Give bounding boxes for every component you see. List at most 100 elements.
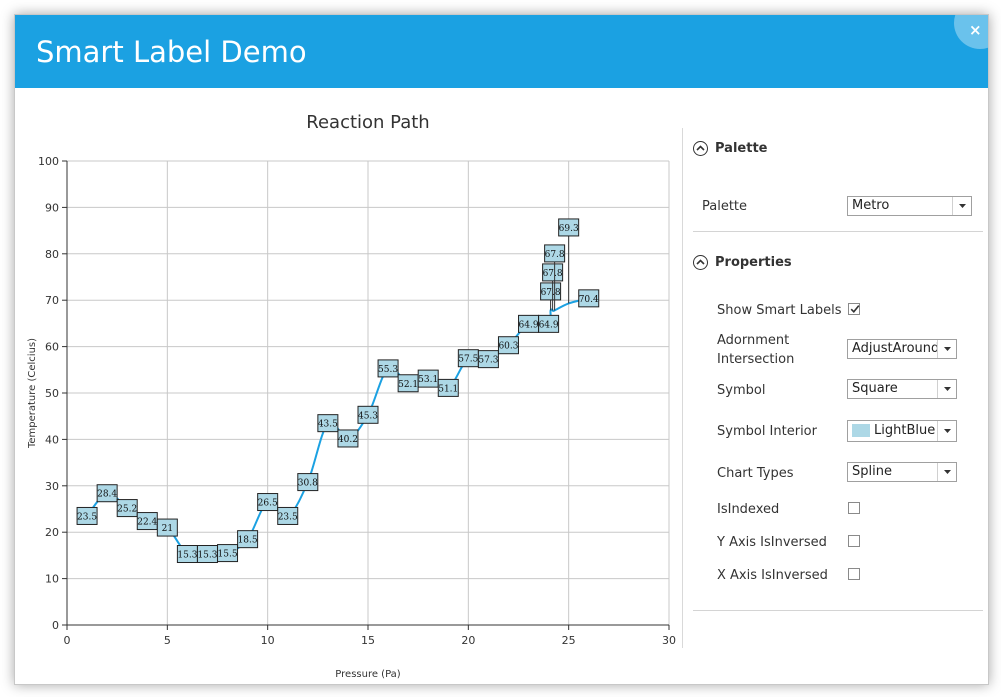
x-axis-isinversed-checkbox[interactable] (848, 568, 860, 580)
dropdown-arrow-icon (937, 380, 956, 398)
data-label: 64.9 (539, 320, 559, 330)
y-axis-title: Temperature (Celcius) (27, 338, 38, 449)
close-button[interactable]: × (954, 15, 988, 49)
x-tick-label: 25 (562, 634, 576, 647)
data-label-box (277, 506, 299, 525)
symbol-value: Square (852, 381, 898, 396)
section-divider (693, 610, 983, 611)
x-tick-label: 10 (261, 634, 275, 647)
y-tick-label: 30 (45, 480, 59, 493)
chart-types-label: Chart Types (717, 466, 794, 481)
data-label-box (538, 314, 560, 333)
y-tick-label: 100 (38, 155, 59, 168)
dropdown-arrow-icon (952, 197, 971, 215)
data-label-box (96, 484, 118, 503)
data-label-box (357, 405, 379, 424)
x-tick-label: 20 (461, 634, 475, 647)
x-axis-isinversed-label: X Axis IsInversed (717, 568, 828, 583)
y-tick-label: 10 (45, 573, 59, 586)
data-label: 57.3 (478, 356, 498, 366)
symbol-interior-label: Symbol Interior (717, 424, 817, 439)
palette-section-header[interactable]: Palette (693, 138, 767, 158)
y-tick-label: 0 (52, 619, 59, 632)
window-title: Smart Label Demo (36, 35, 307, 69)
data-label: 30.8 (298, 479, 318, 489)
data-label-box (417, 369, 439, 388)
data-label: 15.5 (218, 550, 238, 560)
symbol-dropdown[interactable]: Square (847, 379, 957, 399)
chevron-up-icon[interactable] (693, 254, 708, 270)
dropdown-arrow-icon (937, 463, 956, 481)
chart-title: Reaction Path (306, 112, 429, 133)
adornment-intersection-value: AdjustAround (852, 341, 938, 356)
chevron-up-icon[interactable] (693, 140, 708, 156)
data-label-box (257, 493, 279, 512)
data-label: 28.4 (97, 490, 117, 500)
palette-dropdown[interactable]: Metro (847, 196, 972, 216)
data-label-box (76, 506, 98, 525)
data-label-box (558, 218, 580, 237)
adornment-intersection-dropdown[interactable]: AdjustAround (847, 339, 957, 359)
dropdown-arrow-icon (937, 340, 956, 358)
properties-section-title: Properties (715, 254, 792, 270)
section-divider (693, 231, 983, 232)
palette-label: Palette (702, 199, 748, 214)
data-label: 18.5 (238, 536, 258, 546)
reaction-path-chart: Reaction Path 0 10 20 30 40 50 60 70 80 90 100 0 5 10… (27, 112, 676, 680)
title-bar: Smart Label Demo × (15, 15, 988, 88)
data-label-box (477, 350, 499, 369)
data-label-box (437, 378, 459, 397)
data-label-box (116, 499, 138, 518)
data-label: 40.2 (338, 435, 358, 445)
data-label-box (542, 263, 564, 282)
y-tick-label: 60 (45, 341, 59, 354)
x-tick-label: 15 (361, 634, 375, 647)
data-label: 60.3 (498, 342, 518, 352)
data-label: 23.5 (278, 512, 298, 522)
y-tick-label: 70 (45, 294, 59, 307)
data-label: 70.4 (579, 295, 599, 305)
data-label: 52.1 (398, 380, 418, 390)
symbol-interior-dropdown[interactable]: LightBlue (847, 420, 957, 442)
properties-section-header[interactable]: Properties (693, 252, 792, 272)
data-label-box (217, 544, 239, 563)
palette-value: Metro (852, 198, 890, 213)
chart-types-value: Spline (852, 464, 892, 479)
isindexed-label: IsIndexed (717, 502, 780, 517)
data-label: 67.8 (543, 269, 563, 279)
symbol-interior-value: LightBlue (874, 423, 936, 438)
settings-panel: Palette Palette Metro Properties Show Sm… (691, 88, 988, 684)
show-smart-labels-label: Show Smart Labels (717, 303, 842, 318)
color-swatch (852, 424, 870, 437)
data-label: 22.4 (137, 518, 157, 528)
data-label: 69.3 (559, 224, 579, 234)
data-label: 26.5 (258, 499, 278, 509)
data-label: 67.8 (541, 288, 561, 298)
adornment-intersection-label-line2: Intersection (717, 352, 795, 367)
isindexed-checkbox[interactable] (848, 502, 860, 514)
x-tick-label: 30 (662, 634, 676, 647)
show-smart-labels-checkbox[interactable] (848, 303, 860, 315)
symbol-label: Symbol (717, 383, 766, 398)
y-axis-isinversed-label: Y Axis IsInversed (717, 535, 827, 550)
data-label: 45.3 (358, 411, 378, 421)
data-label: 64.9 (519, 320, 539, 330)
chart-area: Reaction Path 0 10 20 30 40 50 60 70 80 90 100 0 5 10… (15, 88, 695, 684)
palette-section-title: Palette (715, 140, 768, 156)
x-axis-title: Pressure (Pa) (335, 669, 400, 680)
x-tick-label: 0 (64, 634, 71, 647)
y-tick-label: 40 (45, 433, 59, 446)
chart-types-dropdown[interactable]: Spline (847, 462, 957, 482)
data-label: 67.8 (545, 250, 565, 260)
data-label-box (497, 336, 519, 355)
x-tick-label: 5 (164, 634, 171, 647)
data-label-box (237, 530, 259, 549)
data-label: 23.5 (77, 512, 97, 522)
data-label: 21 (162, 524, 173, 534)
data-label-box (544, 244, 566, 263)
data-label: 15.3 (177, 551, 197, 561)
data-label: 53.1 (418, 375, 438, 385)
y-axis-isinversed-checkbox[interactable] (848, 535, 860, 547)
y-tick-label: 20 (45, 526, 59, 539)
data-label-box (337, 429, 359, 448)
